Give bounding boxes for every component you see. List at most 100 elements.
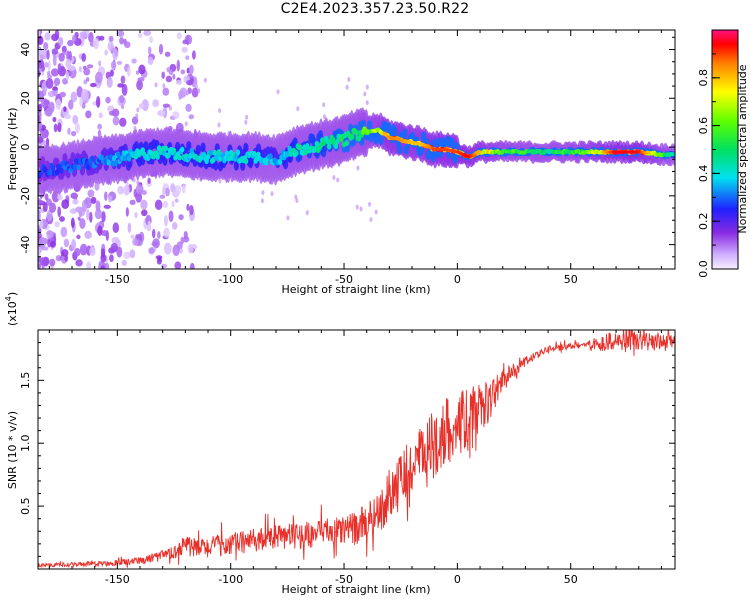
spectrogram-speckle	[164, 215, 168, 226]
spectrogram-y-tick-label: 0	[19, 144, 32, 151]
colorbar-tick-label: 0.4	[697, 165, 710, 183]
spectrogram-speckle	[363, 92, 366, 97]
spectrogram-speckle	[244, 120, 247, 125]
spectrogram-speckle	[54, 78, 60, 86]
spectrogram-ridge	[73, 164, 77, 170]
spectrogram-speckle	[140, 200, 147, 210]
spectrogram-speckle	[306, 210, 309, 215]
spectrogram-speckle	[169, 210, 174, 222]
spectrogram-speckle	[177, 60, 180, 72]
spectrogram-band	[196, 145, 201, 155]
snr-plot-area	[38, 330, 675, 569]
spectrogram-speckle	[68, 100, 73, 110]
spectrogram-speckle	[169, 106, 172, 111]
spectrogram-speckle	[182, 185, 186, 194]
spectrogram-speckle	[368, 202, 371, 207]
spectrogram-speckle	[136, 184, 144, 194]
spectrogram-ridge	[209, 150, 213, 156]
spectrogram-ridge	[113, 161, 117, 167]
spectrogram-speckle	[61, 227, 68, 238]
spectrogram-speckle	[286, 215, 289, 220]
spectrogram-speckle	[157, 231, 161, 239]
spectrogram-speckle	[184, 231, 188, 239]
spectrogram-speckle	[130, 200, 136, 205]
spectrogram-speckle	[44, 62, 48, 67]
spectrogram-speckle	[159, 44, 163, 55]
spectrogram-speckle	[190, 263, 195, 272]
spectrogram-speckle	[46, 78, 54, 89]
spectrogram-speckle	[123, 252, 130, 259]
spectrogram-speckle	[296, 106, 299, 111]
spectrogram-y-axis-label: Frequency (Hz)	[6, 108, 19, 191]
spectrogram-speckle	[56, 98, 62, 110]
spectrogram-speckle	[218, 108, 221, 113]
spectrogram-speckle	[52, 48, 58, 55]
spectrogram-ridge	[244, 158, 248, 164]
spectrogram-speckle	[322, 102, 325, 107]
spectrogram-y-tick-label: -20	[19, 187, 32, 205]
snr-y-axis-label: SNR (10 * v/v)	[6, 411, 19, 489]
spectrogram-speckle	[38, 138, 44, 143]
spectrogram-speckle	[58, 53, 64, 62]
spectrogram-speckle	[356, 205, 359, 210]
spectrogram-y-tick-label: -40	[19, 236, 32, 254]
spectrogram-speckle	[71, 218, 75, 228]
spectrogram-speckle	[366, 100, 369, 105]
spectrogram-speckle	[158, 256, 162, 261]
spectrogram-speckle	[85, 110, 91, 118]
spectrogram-speckle	[99, 36, 104, 41]
spectrogram-speckle	[107, 77, 113, 88]
spectrogram-speckle	[72, 35, 76, 42]
spectrogram-speckle	[121, 104, 124, 109]
spectrogram-speckle	[79, 66, 83, 72]
spectrogram-speckle	[119, 37, 124, 44]
spectrogram-speckle	[113, 222, 120, 233]
snr-y-tick-label: 0.5	[19, 497, 32, 514]
spectrogram-speckle	[186, 80, 193, 85]
spectrogram-speckle	[117, 83, 124, 87]
svg-text:(x104): (x104)	[4, 292, 19, 326]
spectrogram-speckle	[180, 237, 184, 245]
spectrogram-speckle	[170, 184, 175, 192]
snr-x-tick-label: 50	[564, 573, 578, 586]
spectrogram-speckle	[346, 85, 349, 90]
spectrogram-speckle	[169, 70, 174, 76]
spectrogram-speckle	[64, 254, 68, 262]
spectrogram-speckle	[271, 191, 274, 196]
spectrogram-speckle	[143, 30, 151, 36]
spectrogram-ridge	[268, 153, 272, 159]
spectrogram-speckle	[135, 113, 138, 118]
spectrogram-ridge	[335, 139, 339, 145]
spectrogram-speckle	[58, 37, 63, 46]
spectrogram-speckle	[217, 123, 220, 128]
spectrogram-speckle	[119, 95, 124, 104]
colorbar-tick-label: 0.6	[697, 117, 710, 135]
spectrogram-speckle	[261, 198, 264, 203]
spectrogram-speckle	[66, 71, 69, 81]
spectrogram-speckle	[179, 248, 183, 253]
spectrogram-speckle	[152, 238, 160, 248]
spectrogram-speckle	[52, 117, 56, 122]
spectrogram-speckle	[127, 67, 131, 77]
spectrogram-speckle	[87, 190, 94, 198]
spectrogram-speckle	[72, 199, 79, 205]
spectrogram-speckle	[89, 247, 95, 256]
spectrogram-speckle	[185, 55, 189, 60]
spectrogram-ridge	[59, 168, 63, 174]
spectrogram-x-tick-label: 50	[564, 273, 578, 286]
spectrogram-speckle	[129, 249, 135, 258]
spectrogram-speckle	[261, 190, 264, 195]
spectrogram-speckle	[356, 166, 359, 171]
spectrogram-speckle	[188, 244, 194, 254]
spectrogram-speckle	[177, 32, 182, 39]
spectrogram-speckle	[172, 74, 175, 80]
spectrogram-speckle	[161, 71, 165, 78]
spectrogram-speckle	[117, 61, 122, 65]
spectrogram-peak	[478, 151, 482, 154]
spectrogram-ridge	[354, 130, 358, 136]
spectrogram-speckle	[93, 38, 99, 49]
spectrogram-speckle	[109, 254, 114, 262]
spectrogram-peak	[646, 152, 650, 155]
spectrogram-speckle	[38, 50, 46, 55]
spectrogram-speckle	[81, 89, 88, 101]
